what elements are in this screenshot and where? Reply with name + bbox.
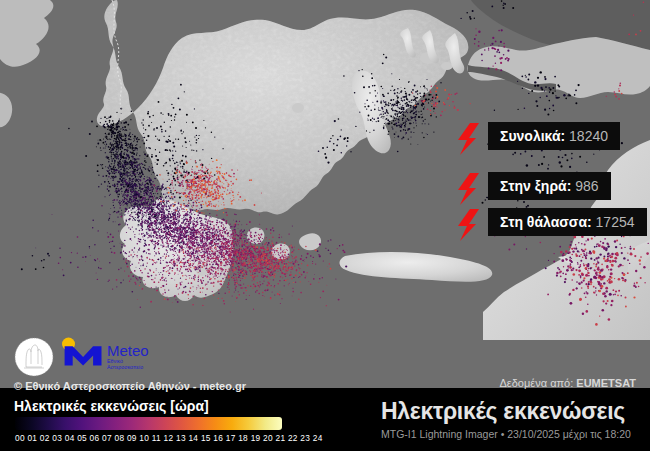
svg-text:Αστεροσκοπείο: Αστεροσκοπείο bbox=[107, 364, 143, 370]
svg-text:Meteo: Meteo bbox=[107, 342, 149, 359]
